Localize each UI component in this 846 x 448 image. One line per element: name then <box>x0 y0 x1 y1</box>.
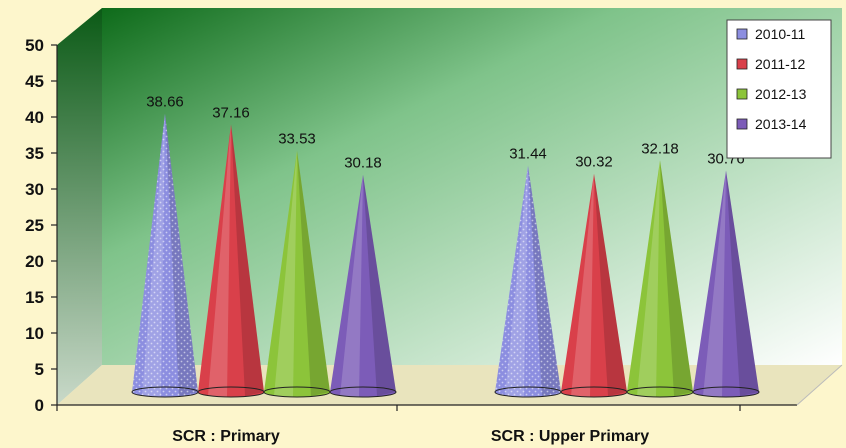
cone-shade <box>297 150 330 396</box>
cone-base <box>329 386 397 398</box>
data-label: 30.32 <box>575 154 613 171</box>
data-label: 31.44 <box>509 146 547 163</box>
legend-swatch <box>736 28 748 40</box>
cone-shade <box>660 160 693 396</box>
x-category-label: SCR : Upper Primary <box>491 428 649 445</box>
x-axis: SCR : Primary SCR : Upper Primary <box>56 405 741 445</box>
side-wall <box>57 8 102 405</box>
cone-shade <box>726 170 759 396</box>
data-label: 33.53 <box>278 131 316 148</box>
cone-body <box>198 124 264 397</box>
cone-2013-14-0 <box>329 174 397 398</box>
legend-label: 2013-14 <box>755 116 807 132</box>
cone-2013-14-1 <box>692 170 760 398</box>
y-tick-label: 50 <box>25 36 44 55</box>
cone-body <box>264 150 330 397</box>
y-tick-label: 10 <box>25 324 44 343</box>
cone-shade <box>231 124 264 396</box>
legend-label: 2010-11 <box>755 26 806 42</box>
cone-body <box>561 173 627 397</box>
y-tick-label: 40 <box>25 108 44 127</box>
legend-label: 2011-12 <box>755 56 806 72</box>
cone-2010-11-1 <box>494 165 562 398</box>
data-label: 38.66 <box>146 94 184 111</box>
y-tick-label: 0 <box>35 396 44 415</box>
cone-texture <box>495 165 561 397</box>
cone-base <box>692 386 760 398</box>
y-tick-label: 25 <box>25 216 44 235</box>
cone-2012-13-0 <box>263 150 331 398</box>
y-tick-label: 5 <box>35 360 44 379</box>
cone-highlight <box>571 173 594 397</box>
x-category-label: SCR : Primary <box>172 428 280 445</box>
cone-body <box>693 170 759 397</box>
y-tick-label: 45 <box>25 72 44 91</box>
cone-body <box>627 160 693 397</box>
cone-body <box>330 174 396 397</box>
y-tick-label: 20 <box>25 252 44 271</box>
legend-swatch <box>736 118 748 130</box>
cone-highlight <box>208 124 231 397</box>
legend-swatch <box>736 58 748 70</box>
data-label: 32.18 <box>641 140 679 157</box>
cone-2010-11-0 <box>131 113 199 398</box>
cone-highlight <box>637 160 660 397</box>
cone-shade <box>594 173 627 396</box>
cone-highlight <box>340 174 363 397</box>
cone-2011-12-0 <box>197 124 265 398</box>
cone-shade <box>363 174 396 396</box>
cone-texture <box>132 113 198 397</box>
data-label: 30.18 <box>344 155 382 172</box>
data-label: 37.16 <box>212 104 250 121</box>
y-tick-label: 35 <box>25 144 44 163</box>
cone-2012-13-1 <box>626 160 694 398</box>
y-tick-label: 15 <box>25 288 44 307</box>
cone-2011-12-1 <box>560 173 628 398</box>
legend-swatch <box>736 88 748 100</box>
cones <box>131 113 760 398</box>
floor-edge <box>796 364 843 406</box>
legend-label: 2012-13 <box>755 86 807 102</box>
cone-highlight <box>703 170 726 397</box>
legend: 2010-11 2011-12 2012-13 2013-14 <box>726 19 832 159</box>
y-axis: 0 5 10 15 20 25 30 35 40 45 50 <box>25 36 58 415</box>
y-tick-label: 30 <box>25 180 44 199</box>
cone-highlight <box>274 150 297 397</box>
